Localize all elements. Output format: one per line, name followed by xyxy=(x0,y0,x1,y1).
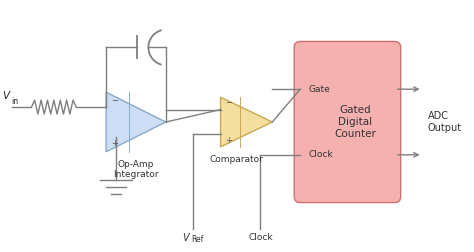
Text: ADC
Output: ADC Output xyxy=(428,111,462,133)
Text: in: in xyxy=(11,97,18,106)
Text: +: + xyxy=(111,139,118,148)
Text: −: − xyxy=(111,96,118,105)
Text: V: V xyxy=(182,233,189,243)
Text: Clock: Clock xyxy=(308,150,333,159)
Text: Ref: Ref xyxy=(191,235,204,244)
Text: Clock: Clock xyxy=(248,233,273,242)
Text: Comparator: Comparator xyxy=(209,155,263,164)
Text: +: + xyxy=(225,136,232,145)
Text: Gated
Digital
Counter: Gated Digital Counter xyxy=(334,105,376,139)
Text: V: V xyxy=(2,91,9,101)
Polygon shape xyxy=(106,92,166,152)
Text: Op-Amp
Integrator: Op-Amp Integrator xyxy=(113,160,159,179)
Text: −: − xyxy=(225,99,232,108)
Text: Gate: Gate xyxy=(308,85,330,94)
Polygon shape xyxy=(220,97,272,147)
FancyBboxPatch shape xyxy=(294,42,401,203)
